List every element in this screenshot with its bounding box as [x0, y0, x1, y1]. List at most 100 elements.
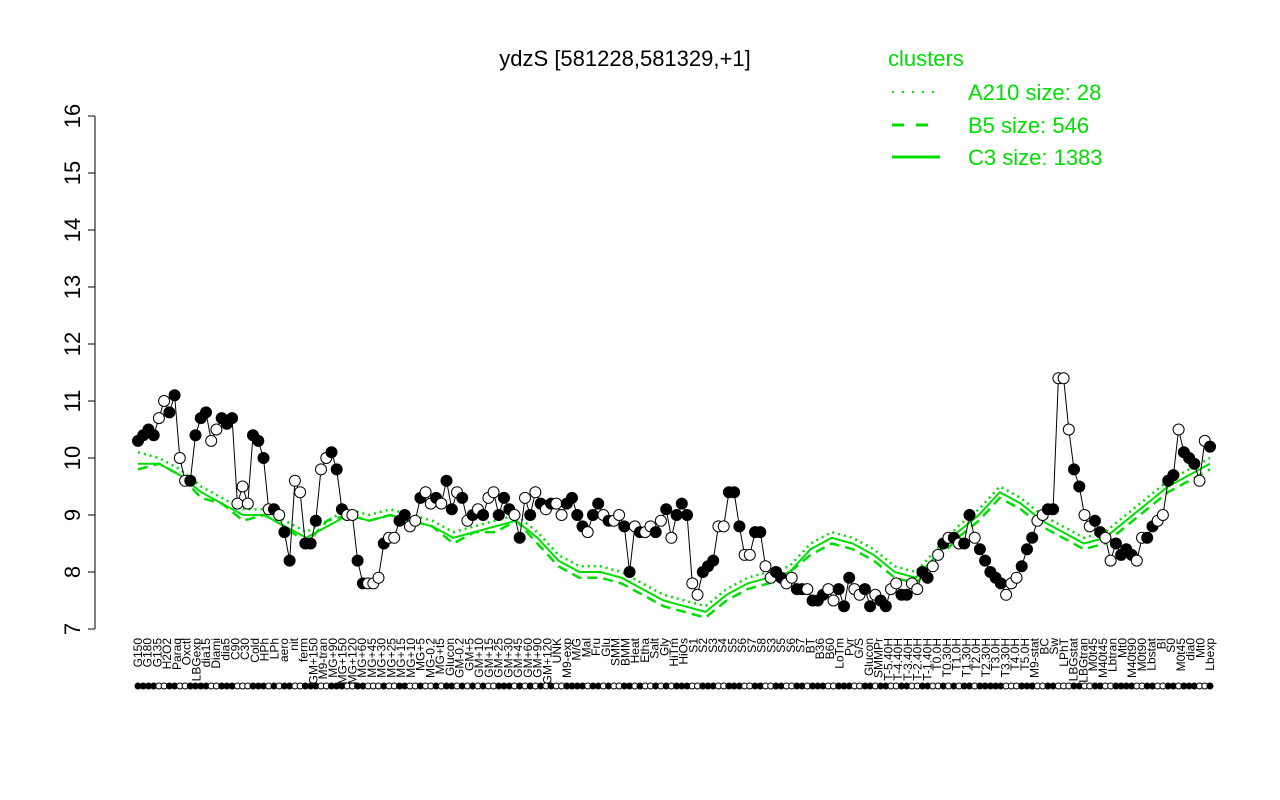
x-axis: G150G180G135H2O2ParaqOxctlLBGexpdia15Dia… [131, 637, 1217, 690]
data-point-black [200, 406, 212, 419]
y-tick-label: 14 [60, 218, 85, 242]
data-point-white [1172, 423, 1185, 436]
x-tick-label: HiOs [677, 638, 691, 665]
data-point-black [838, 600, 850, 613]
data-point-black [1026, 531, 1039, 544]
data-point-white [1062, 423, 1075, 436]
data-point-white [911, 583, 924, 596]
x-tick-label: Lbexp [1203, 638, 1217, 671]
data-point-white [372, 571, 385, 584]
x-tick-label: M9-stat [1028, 637, 1042, 678]
legend-entry-c3: C3 size: 1383 [968, 145, 1103, 170]
data-point-black [900, 588, 913, 601]
data-point-white [487, 486, 500, 499]
data-point-black [733, 520, 746, 533]
x-tick-label: T2.30H [979, 638, 993, 677]
x-tick-label: GM-0.2 [453, 638, 467, 678]
data-point-black [325, 446, 338, 459]
x-tick-label: GM+45 [511, 638, 525, 678]
data-point-black [586, 509, 599, 521]
x-tick-label: Salt [648, 637, 662, 658]
data-point-white [1130, 554, 1143, 567]
x-tick-label: MG+30 [375, 638, 389, 678]
data-point-white [890, 577, 903, 590]
x-tick-label: BMM [618, 638, 632, 666]
data-point-black [1188, 457, 1201, 470]
data-point-black [728, 486, 741, 499]
x-tick-label: T0.0H [930, 638, 944, 671]
x-strip-marker [1206, 682, 1214, 690]
x-tick-label: GM+30 [501, 638, 515, 678]
x-tick-label: Glucon [443, 638, 457, 676]
data-point-white [236, 480, 249, 493]
x-tick-label: GM+5 [462, 638, 476, 671]
data-point-black [670, 509, 683, 521]
data-point-white [210, 423, 223, 436]
data-point-white [435, 497, 448, 510]
data-point-white [158, 395, 171, 407]
x-tick-label: S7 [745, 638, 759, 653]
x-tick-label: S6 [735, 638, 749, 653]
data-point-black [330, 463, 343, 476]
y-tick-label: 16 [60, 104, 85, 128]
x-tick-label: Diami [209, 638, 223, 669]
x-tick-label: T-4.40H [891, 638, 905, 681]
data-point-white [315, 463, 327, 476]
x-tick-label: Paraq [170, 638, 184, 670]
data-point-black [304, 537, 317, 550]
x-tick-label: G135 [151, 638, 165, 668]
x-tick-label: MG+120 [345, 638, 359, 685]
x-tick-label: S1 [687, 638, 701, 653]
x-tick-label: G/S [852, 638, 866, 659]
x-tick-label: S3 [765, 638, 779, 653]
x-tick-label: GM+25 [492, 638, 506, 678]
x-tick-label: LBGstat [1067, 637, 1081, 681]
x-tick-label: H2O2 [160, 638, 174, 670]
data-point-black [184, 474, 197, 487]
data-point-black [681, 509, 694, 521]
x-tick-label: aero [277, 638, 291, 662]
x-tick-label: S4 [716, 638, 730, 653]
data-point-white [555, 509, 568, 521]
data-point-white [613, 509, 626, 521]
x-tick-label: Glu [599, 638, 613, 657]
data-point-black [1015, 560, 1028, 573]
data-point-white [205, 434, 218, 447]
data-point-white [294, 486, 307, 499]
x-tick-label: S2 [696, 638, 710, 653]
x-tick-label: Lbstat [1145, 637, 1159, 670]
x-tick-label: GM+150 [306, 638, 320, 685]
data-point-white [241, 497, 254, 510]
data-point-white [691, 588, 704, 601]
data-point-white [785, 571, 798, 584]
data-point-black [754, 526, 767, 539]
x-tick-label: Mal [579, 638, 593, 657]
x-tick-label: S5 [726, 638, 740, 653]
data-point-black [498, 491, 510, 504]
data-point-black [398, 509, 411, 521]
x-tick-label: SMMPr [872, 638, 886, 678]
legend-entry-b5: B5 size: 546 [968, 113, 1089, 138]
data-point-white [743, 548, 756, 561]
x-tick-label: T4.0H [1008, 638, 1022, 671]
x-tick-label: Cold [248, 638, 262, 663]
x-tick-label: ferm [297, 638, 311, 662]
x-tick-label: S3 [706, 638, 720, 653]
data-point-white [968, 531, 981, 544]
x-tick-label: HiTm [667, 638, 681, 667]
data-point-black [864, 600, 877, 613]
data-point-white [409, 514, 422, 527]
data-point-white [665, 531, 678, 544]
x-tick-label: MG+45 [365, 638, 379, 678]
x-tick-label: M0t90 [1135, 638, 1149, 672]
x-tick-label: Mt0 [1193, 638, 1207, 658]
data-point-black [592, 497, 605, 510]
x-tick-label: MG-0.2 [423, 638, 437, 678]
data-point-white [519, 491, 531, 504]
x-tick-label: T1.0H [950, 638, 964, 671]
x-tick-label: MG+25 [384, 638, 398, 678]
x-tick-label: BT [803, 637, 817, 653]
data-point-white [152, 412, 165, 425]
cluster-line-dashed [137, 462, 1211, 619]
